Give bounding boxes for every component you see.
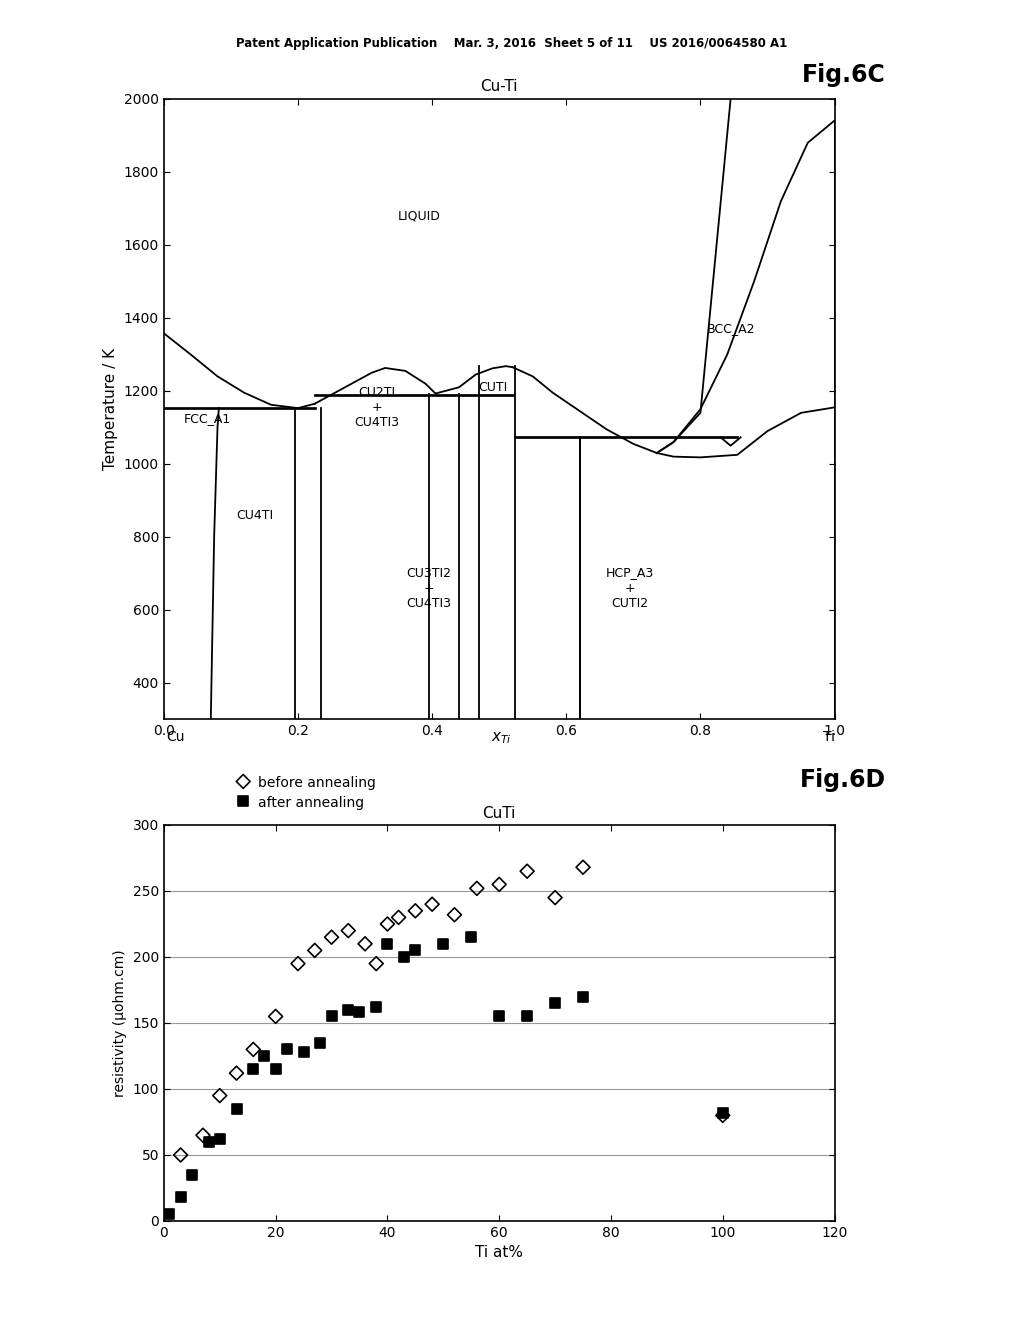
Point — [295, 1041, 311, 1063]
Point — [340, 920, 356, 941]
Point — [519, 1006, 536, 1027]
Point — [172, 1187, 188, 1208]
Y-axis label: resistivity (μohm.cm): resistivity (μohm.cm) — [113, 949, 127, 1097]
Text: Ti: Ti — [822, 730, 835, 744]
Text: HCP_A3
+
CUTI2: HCP_A3 + CUTI2 — [606, 566, 654, 610]
Point — [379, 913, 395, 935]
Point — [234, 791, 252, 812]
Point — [228, 1098, 245, 1119]
Point — [390, 907, 407, 928]
Point — [306, 940, 323, 961]
Point — [267, 1006, 284, 1027]
Point — [379, 933, 395, 954]
Text: BCC_A2: BCC_A2 — [707, 322, 755, 335]
Point — [212, 1129, 228, 1150]
Text: CU2TI
+
CU4TI3: CU2TI + CU4TI3 — [354, 385, 399, 429]
Text: LIQUID: LIQUID — [397, 210, 440, 222]
Point — [245, 1039, 261, 1060]
Point — [368, 997, 384, 1018]
Text: Fig.6C: Fig.6C — [802, 63, 886, 87]
Point — [267, 1059, 284, 1080]
Point — [435, 933, 452, 954]
Point — [357, 933, 374, 954]
Point — [519, 861, 536, 882]
Point — [183, 1164, 200, 1185]
Point — [424, 894, 440, 915]
Point — [574, 986, 591, 1007]
Point — [463, 927, 479, 948]
Text: CUTI: CUTI — [478, 380, 507, 393]
Point — [492, 874, 508, 895]
Text: before annealing: before annealing — [258, 776, 376, 789]
Point — [408, 900, 424, 921]
Point — [324, 1006, 340, 1027]
Text: FCC_A1: FCC_A1 — [184, 412, 231, 425]
Point — [324, 927, 340, 948]
Point — [574, 857, 591, 878]
Title: Cu-Ti: Cu-Ti — [480, 79, 518, 94]
Text: CU4TI: CU4TI — [236, 508, 273, 521]
Title: CuTi: CuTi — [482, 807, 516, 821]
Text: Fig.6D: Fig.6D — [800, 768, 886, 792]
Point — [547, 993, 563, 1014]
Point — [492, 1006, 508, 1027]
Point — [715, 1105, 731, 1126]
Point — [256, 1045, 272, 1067]
Point — [340, 999, 356, 1020]
Point — [351, 1002, 368, 1023]
Point — [715, 1102, 731, 1123]
Text: $x_{Ti}$: $x_{Ti}$ — [492, 730, 512, 746]
Point — [312, 1032, 329, 1053]
Point — [446, 904, 463, 925]
Text: Patent Application Publication    Mar. 3, 2016  Sheet 5 of 11    US 2016/0064580: Patent Application Publication Mar. 3, 2… — [237, 37, 787, 50]
Point — [396, 946, 413, 968]
Y-axis label: Temperature / K: Temperature / K — [103, 348, 118, 470]
Point — [161, 1204, 177, 1225]
Point — [212, 1085, 228, 1106]
Point — [245, 1059, 261, 1080]
Text: after annealing: after annealing — [258, 796, 365, 809]
Point — [201, 1131, 217, 1152]
Text: CU3TI2
+
CU4TI3: CU3TI2 + CU4TI3 — [407, 566, 452, 610]
Point — [279, 1039, 295, 1060]
Point — [547, 887, 563, 908]
Point — [290, 953, 306, 974]
Point — [469, 878, 485, 899]
Point — [368, 953, 384, 974]
Point — [195, 1125, 211, 1146]
Text: Cu: Cu — [166, 730, 184, 744]
Point — [408, 940, 424, 961]
Point — [172, 1144, 188, 1166]
X-axis label: Ti at%: Ti at% — [475, 1245, 523, 1261]
Point — [234, 771, 252, 792]
Point — [228, 1063, 245, 1084]
